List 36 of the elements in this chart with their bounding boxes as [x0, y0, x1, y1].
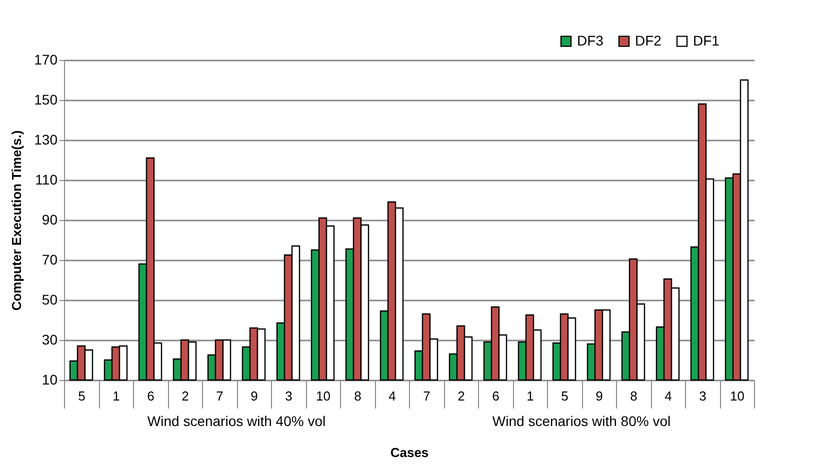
x-tick-label: 3	[699, 388, 706, 404]
y-tick-label: 150	[34, 92, 58, 108]
x-tick-label: 4	[664, 388, 672, 404]
y-tick-label: 10	[42, 372, 58, 388]
x-axis-title: Cases	[390, 445, 429, 460]
legend-label: DF3	[577, 32, 604, 48]
x-tick-label: 10	[316, 388, 330, 404]
y-tick-label: 90	[42, 212, 58, 228]
y-tick-label: 130	[34, 132, 58, 148]
x-tick-label: 7	[423, 388, 430, 404]
x-tick-label: 3	[285, 388, 292, 404]
x-tick-label: 7	[216, 388, 224, 404]
y-tick-label: 70	[42, 252, 58, 268]
x-tick-label: 6	[492, 388, 500, 404]
y-tick-label: 170	[34, 52, 58, 68]
x-tick-label: 5	[561, 388, 568, 404]
x-tick-label: 8	[354, 388, 362, 404]
legend-label: DF2	[635, 32, 662, 48]
y-tick-label: 30	[42, 332, 58, 348]
x-tick-label: 2	[458, 388, 465, 404]
legend-label: DF1	[693, 32, 720, 48]
x-tick-label: 5	[78, 388, 86, 404]
x-tick-label: 1	[112, 388, 120, 404]
x-tick-label: 2	[182, 388, 189, 404]
text: Wind scenarios with 40% vol	[147, 413, 326, 429]
x-tick-label: 4	[388, 388, 396, 404]
x-tick-label: 9	[250, 388, 258, 404]
x-tick-label: 10	[730, 388, 744, 404]
y-axis-title: Computer Execution Time(s.)	[9, 130, 24, 311]
x-tick-label: 6	[147, 388, 154, 404]
y-tick-label: 50	[42, 292, 58, 308]
y-tick-label: 110	[35, 172, 58, 188]
text: Wind scenarios with 80% vol	[492, 413, 671, 429]
x-tick-label: 9	[596, 388, 603, 404]
x-tick-label: 1	[526, 388, 534, 404]
x-tick-label: 8	[630, 388, 638, 404]
